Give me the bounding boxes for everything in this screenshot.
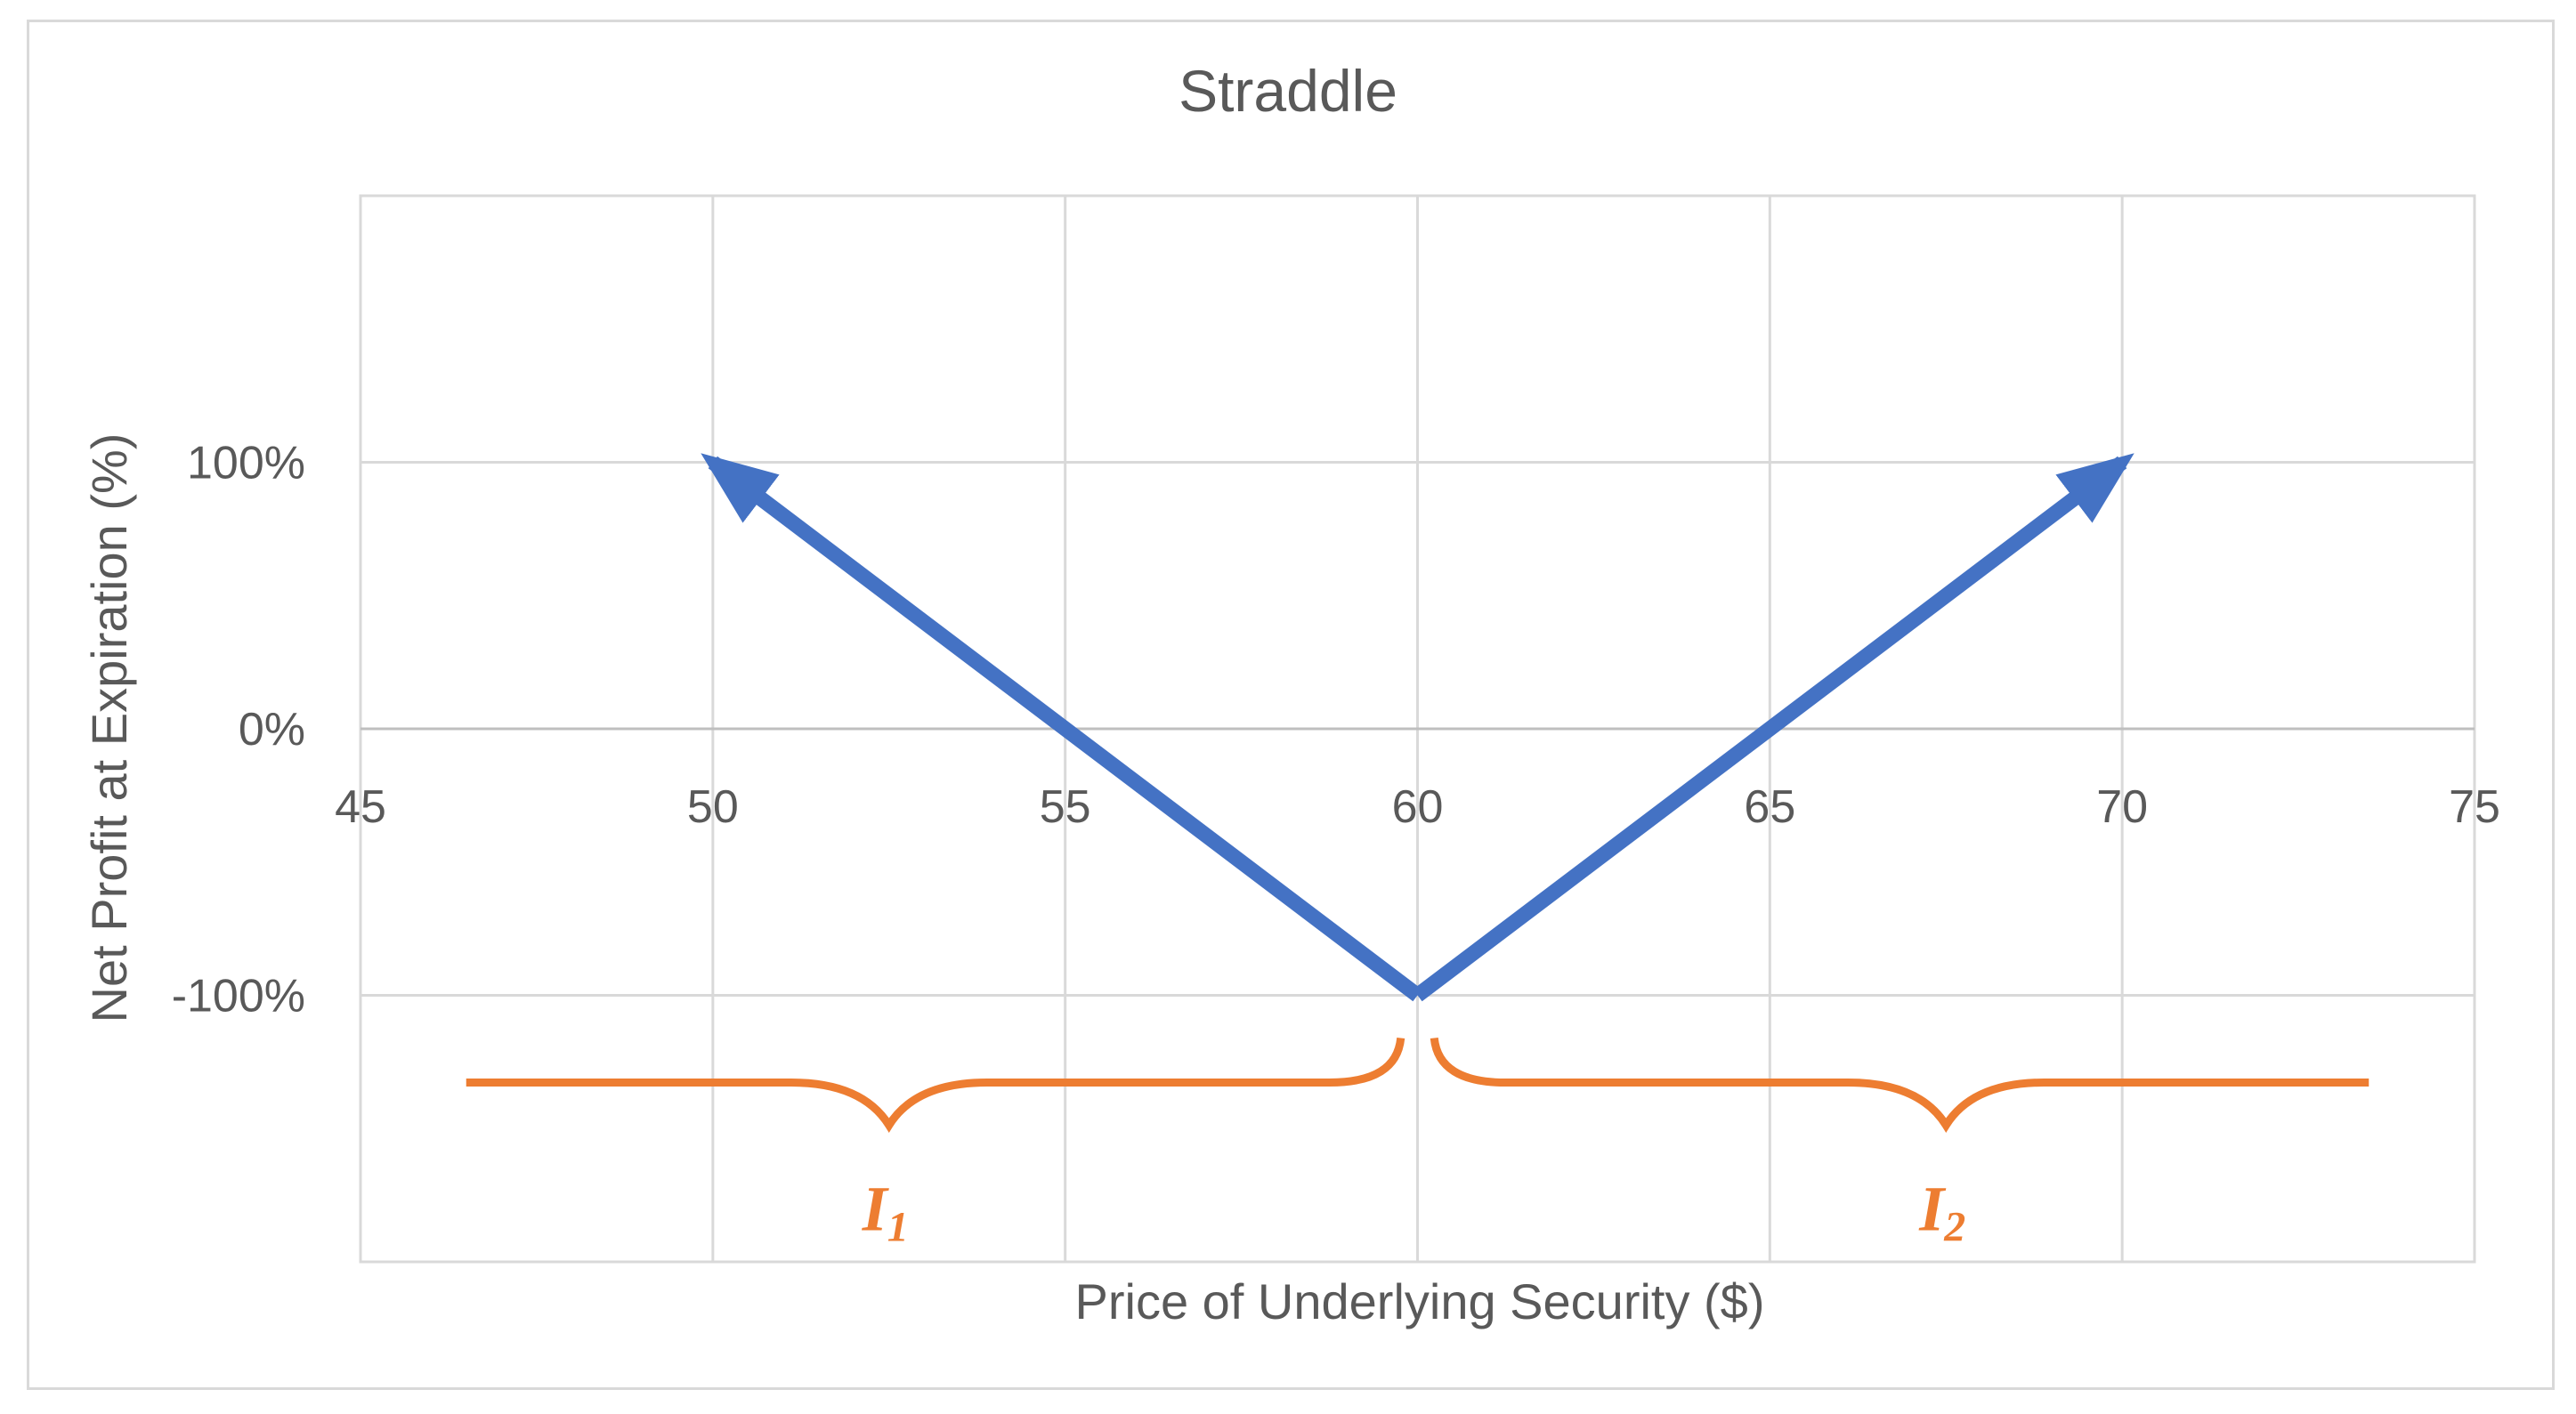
x-tick-label: 65 [1744,781,1795,833]
x-tick-label: 75 [2449,781,2500,833]
x-tick-label: 60 [1392,781,1444,833]
x-tick-labels: 45 50 55 60 65 70 75 [335,781,2500,833]
brace-label: I1 [862,1174,909,1251]
x-tick-label: 55 [1040,781,1091,833]
y-tick-labels: 100% 0% -100% [172,438,305,1022]
chart-title: Straddle [1179,58,1397,124]
chart-frame [27,20,2555,1390]
series-arrow-line [1413,453,2135,1002]
y-tick-label: 0% [239,704,305,755]
x-tick-label: 50 [687,781,739,833]
x-tick-label: 70 [2096,781,2148,833]
series-lines [701,453,2135,1002]
curly-brace [466,1037,1405,1133]
series-arrow-line [701,453,1422,1002]
curly-brace [1430,1037,2369,1133]
x-tick-label: 45 [335,781,386,833]
x-axis-title: Price of Underlying Security ($) [1075,1273,1765,1329]
brace-annotations: I1 I2 [466,1037,2369,1251]
y-tick-label: -100% [172,971,305,1022]
brace-label: I2 [1918,1174,1965,1251]
y-tick-label: 100% [187,438,305,489]
y-axis-title: Net Profit at Expiration (%) [81,433,137,1023]
